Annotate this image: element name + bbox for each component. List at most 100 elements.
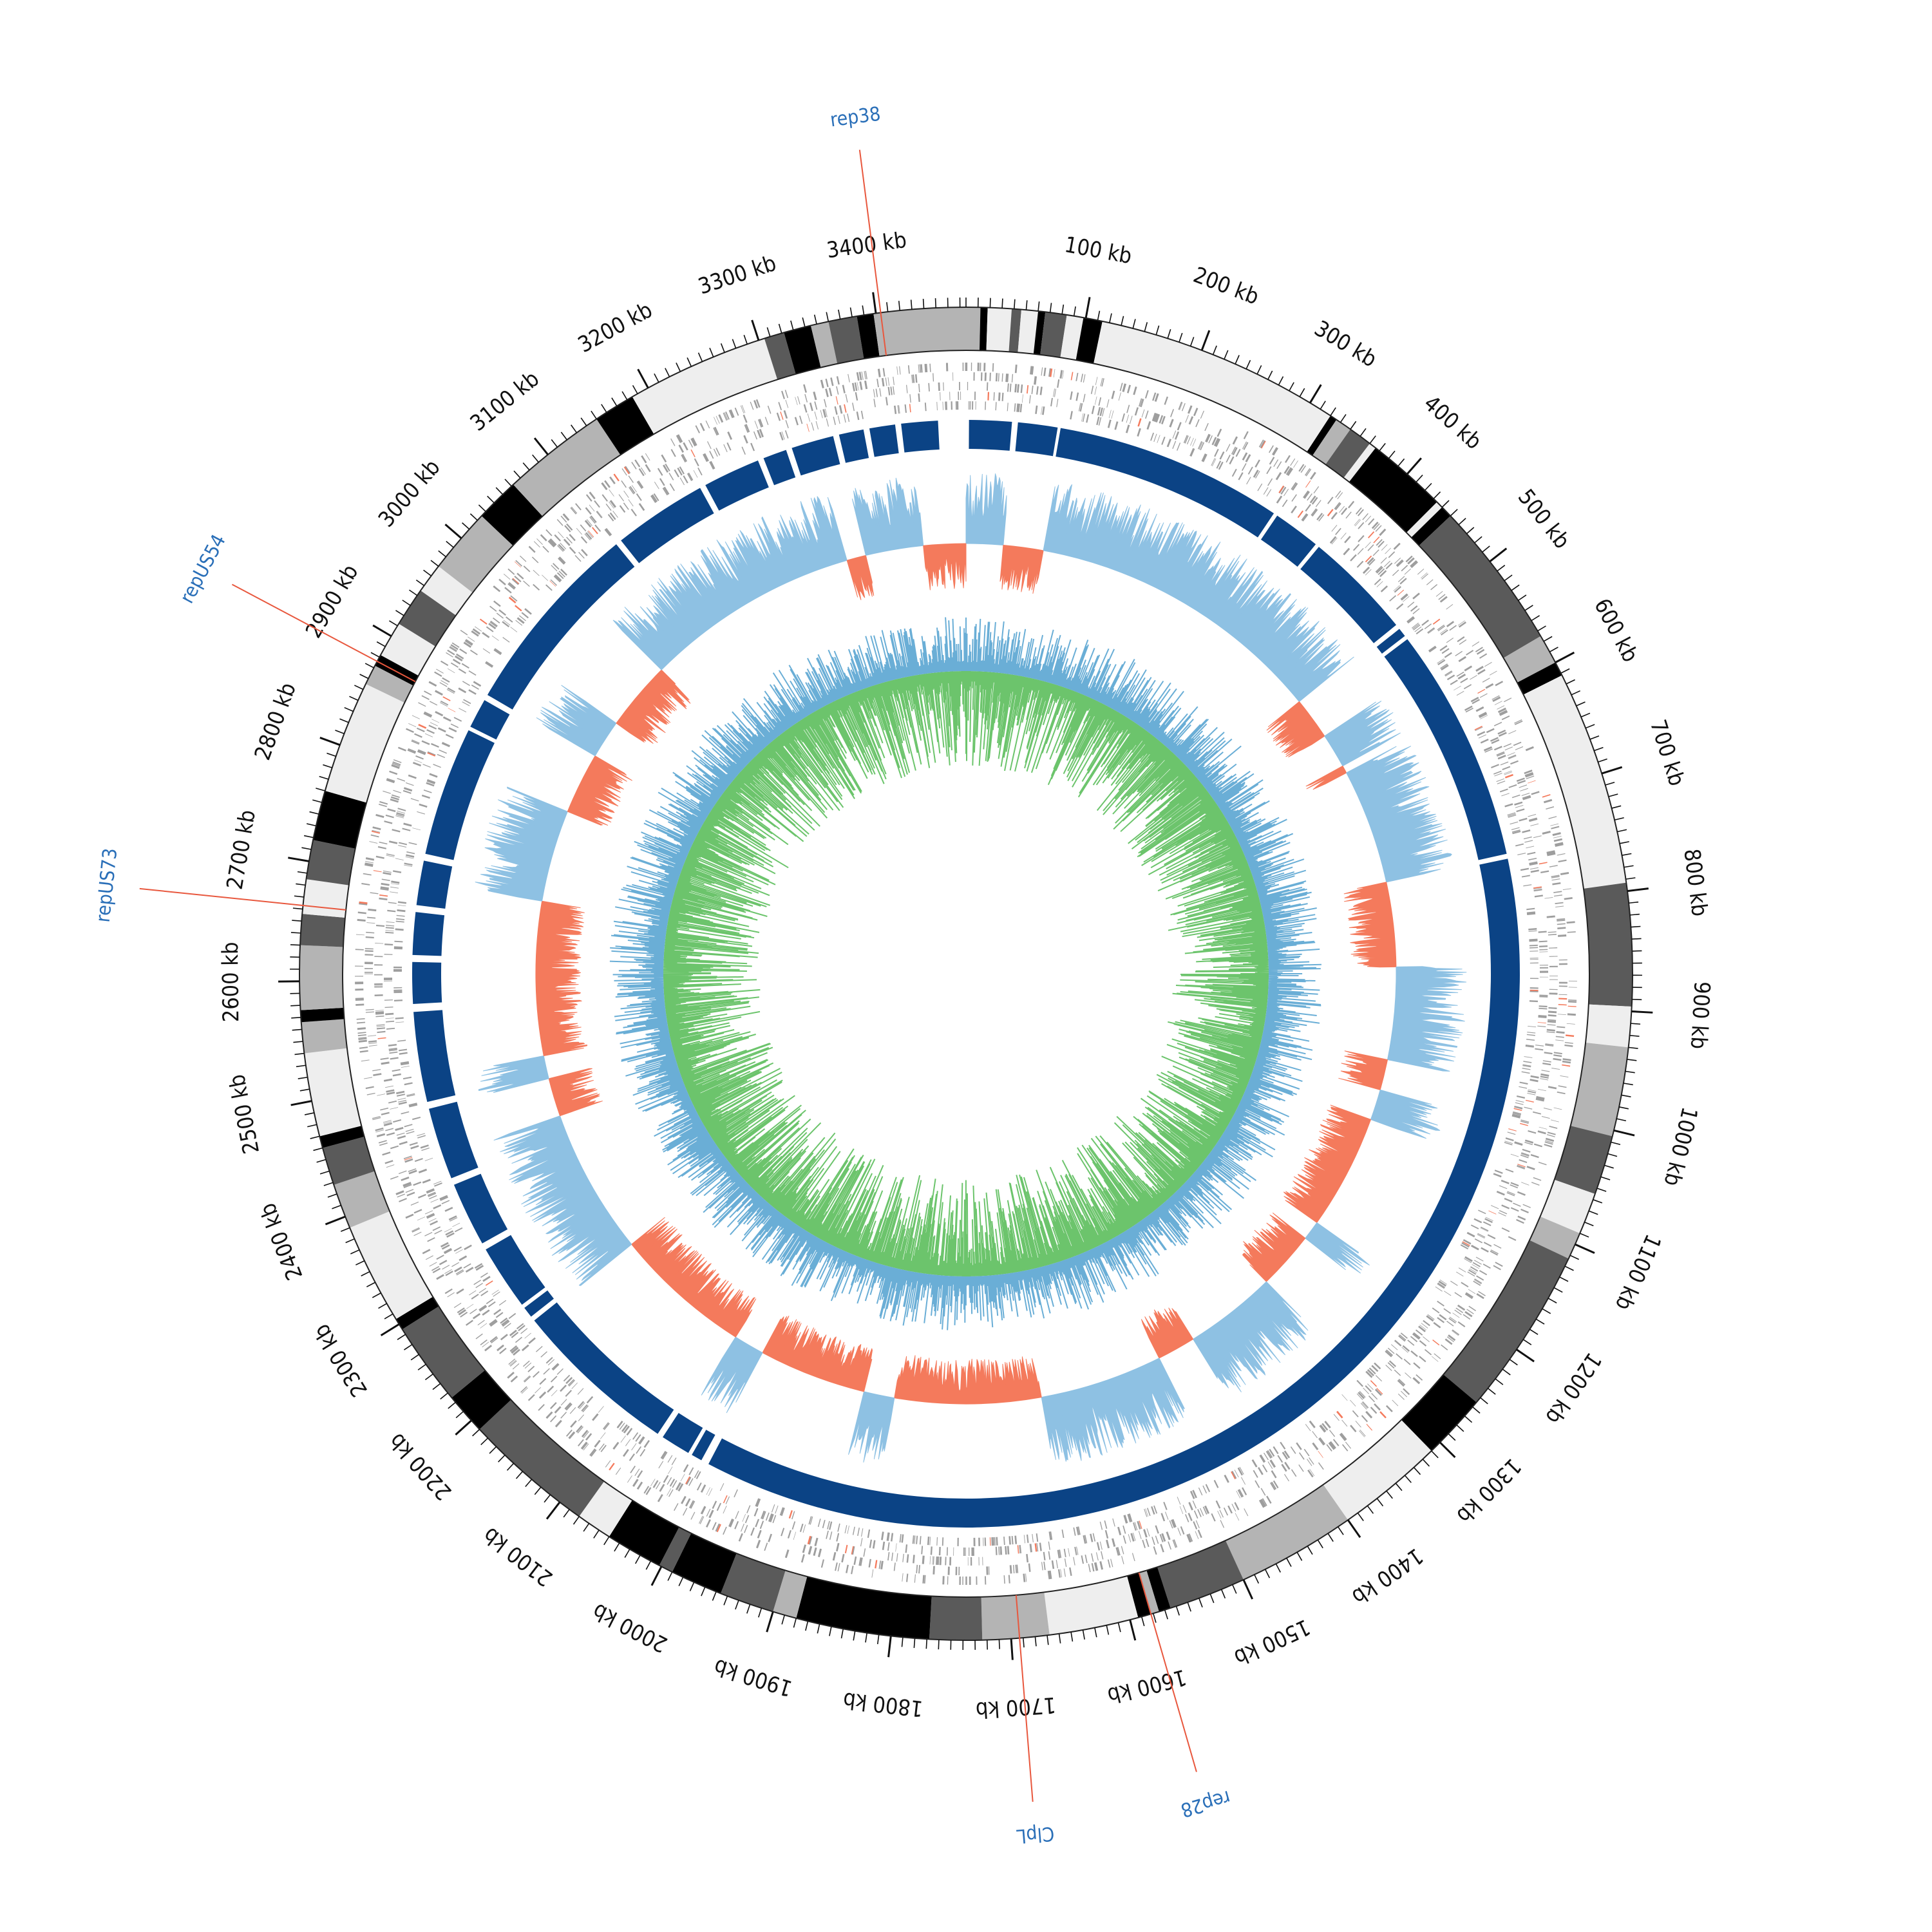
gene-feature [658,1461,664,1469]
gene-feature [397,808,406,811]
gene-feature [1412,608,1420,614]
gene-feature [803,384,807,393]
gene-feature [371,830,380,834]
gc-content-positive [1387,966,1467,1072]
gene-feature [1432,618,1441,625]
gene-feature [1396,560,1404,567]
minor-tick [307,1124,317,1128]
gene-feature [1530,978,1539,980]
gene-feature [1356,560,1364,568]
gene-feature [783,410,788,419]
gene-feature [488,623,497,630]
minor-tick [480,1437,489,1446]
minor-tick [1121,316,1124,326]
gene-feature [708,1510,714,1519]
gene-feature [1331,524,1338,532]
minor-tick [865,1633,867,1643]
gene-feature [793,1531,797,1540]
gene-feature [1432,1339,1440,1346]
gene-feature [1057,1569,1061,1578]
gene-feature [639,1448,646,1457]
minor-tick [408,589,418,596]
contig [1015,422,1058,457]
gene-feature [902,1553,904,1562]
minor-tick [301,847,312,850]
gene-feature [586,519,592,526]
gene-feature [512,578,520,584]
minor-tick [1046,1635,1049,1645]
gene-feature [364,1077,373,1079]
gene-feature [447,687,456,693]
gene-feature [471,1294,479,1300]
gene-feature [669,1479,676,1487]
gene-feature [1376,566,1383,574]
gene-feature [564,525,571,533]
gene-feature [356,1018,365,1020]
gene-feature [712,1522,717,1530]
gene-feature [1008,1575,1010,1584]
gene-feature [359,901,368,904]
gene-feature [670,438,676,446]
gene-feature [1319,1425,1325,1433]
gene-feature [489,621,498,628]
ideogram-band [1443,1240,1569,1403]
gene-feature [1350,554,1357,562]
gene-feature [1548,1086,1557,1090]
gene-feature [657,1493,663,1502]
gc-content-negative [548,1068,603,1117]
ideogram-band [986,307,1012,352]
gc-content-positive [848,1391,895,1463]
gene-feature [399,1052,408,1055]
gene-feature [1297,510,1303,518]
gene-feature [1524,1056,1533,1058]
gene-feature [392,870,402,873]
gene-feature [536,1346,543,1352]
gene-feature [1539,1005,1548,1008]
gene-feature [930,1546,933,1555]
gene-feature [844,1544,848,1553]
gene-feature [906,384,908,393]
gc-content-negative [1283,1104,1371,1223]
gene-feature [1415,1329,1423,1336]
gene-feature [835,1542,840,1552]
gene-feature [404,862,413,866]
gene-feature [615,1467,621,1475]
gene-feature [1374,1362,1381,1370]
gene-feature [387,808,396,813]
gene-feature [469,649,478,656]
gene-feature [365,861,374,864]
gene-feature [978,1537,980,1546]
gene-feature [1172,440,1177,450]
minor-tick [1175,1605,1180,1616]
contig [869,424,899,457]
ideogram-band [299,914,345,947]
gene-feature [844,1525,848,1534]
gene-feature [873,389,875,398]
minor-tick [624,1549,630,1558]
gene-feature [1392,1399,1399,1406]
gene-feature [1267,478,1273,486]
gene-feature [1095,1552,1099,1561]
gene-feature [553,575,561,583]
gene-feature [1096,1542,1101,1551]
gene-feature [1401,594,1408,601]
gene-feature [1014,403,1016,412]
gene-feature [1550,1119,1559,1122]
gene-feature [652,1480,659,1488]
gene-feature [795,397,798,406]
gene-feature [1504,1142,1513,1146]
gene-feature [1099,1561,1103,1570]
gene-feature [372,1117,381,1121]
gene-feature [621,468,627,476]
gene-feature [911,374,913,383]
gene-feature [428,681,437,687]
gene-feature [678,444,685,453]
gene-feature [835,396,838,405]
gene-feature [405,782,414,786]
gene-feature [383,1120,392,1123]
gene-feature [1414,626,1422,632]
gene-feature [631,462,637,469]
gene-feature [1521,1152,1530,1156]
gc-content-negative [846,554,875,600]
gene-feature [485,662,493,668]
